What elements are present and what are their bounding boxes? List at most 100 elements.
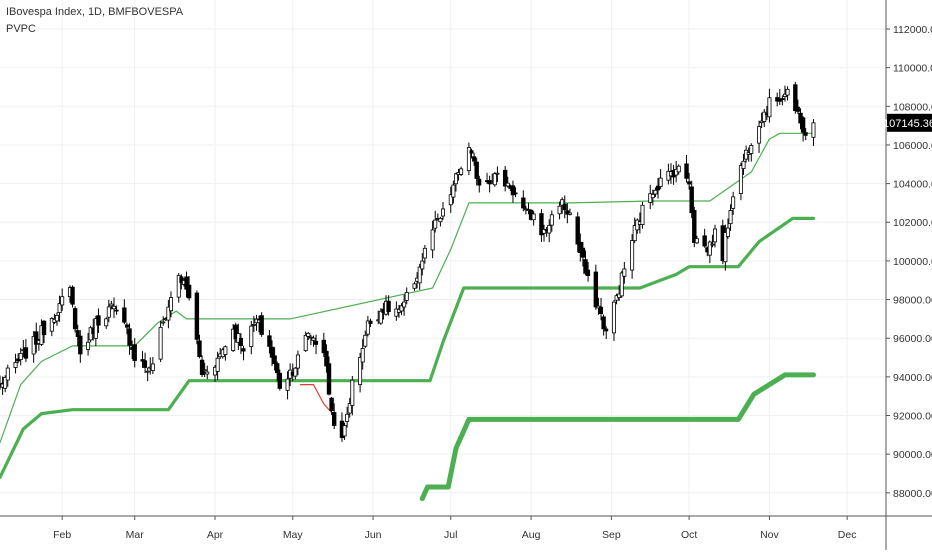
x-tick-label: Feb bbox=[53, 529, 71, 541]
candle-up bbox=[18, 352, 23, 361]
candle-up bbox=[622, 268, 627, 277]
candle-up bbox=[345, 413, 350, 422]
candle-up bbox=[285, 378, 290, 391]
candle-up bbox=[430, 229, 435, 251]
x-tick-label: Nov bbox=[760, 529, 779, 541]
x-tick-label: Jun bbox=[365, 529, 382, 541]
candle-up bbox=[640, 204, 645, 225]
y-tick-label: 106000.00 bbox=[893, 140, 932, 152]
candle-up bbox=[342, 425, 347, 437]
candle-up bbox=[635, 219, 640, 231]
grid-lines bbox=[0, 0, 886, 516]
candle-down bbox=[329, 397, 334, 411]
candle-up bbox=[630, 240, 635, 271]
candle-up bbox=[632, 225, 637, 242]
candle-up bbox=[723, 232, 728, 263]
candle-down bbox=[277, 372, 282, 389]
candle-up bbox=[205, 371, 210, 375]
candle-down bbox=[578, 241, 583, 254]
candle-up bbox=[767, 97, 772, 118]
x-tick-label: May bbox=[283, 529, 304, 541]
candle-up bbox=[710, 243, 715, 246]
candle-up bbox=[422, 247, 427, 259]
y-tick-label: 98000.00 bbox=[893, 295, 932, 307]
candle-up bbox=[757, 126, 762, 144]
candle-down bbox=[386, 300, 391, 312]
candle-up bbox=[433, 219, 438, 229]
candle-up bbox=[161, 321, 166, 324]
candle-up bbox=[365, 320, 370, 335]
candle-up bbox=[60, 296, 65, 306]
candle-down bbox=[593, 271, 599, 308]
x-tick-label: Apr bbox=[207, 529, 224, 541]
last-price-box bbox=[887, 113, 932, 132]
candle-down bbox=[72, 308, 78, 330]
candle-up bbox=[728, 210, 733, 225]
y-tick-label: 96000.00 bbox=[893, 333, 932, 345]
candle-down bbox=[132, 344, 137, 361]
candle-up bbox=[223, 346, 228, 355]
candle-up bbox=[560, 199, 565, 206]
candle-down bbox=[186, 284, 192, 299]
candle-down bbox=[565, 210, 570, 215]
candle-down bbox=[114, 309, 119, 312]
candle-up bbox=[295, 354, 300, 369]
chart-title: IBovespa Index, 1D, BMFBOVESPA bbox=[6, 6, 184, 18]
candle-down bbox=[259, 315, 264, 335]
candle-up bbox=[5, 367, 10, 381]
candle-down bbox=[684, 163, 689, 179]
candle-down bbox=[513, 192, 518, 195]
candle-up bbox=[438, 217, 443, 223]
x-tick-label: Oct bbox=[681, 529, 697, 541]
candle-down bbox=[143, 360, 148, 368]
candle-up bbox=[358, 357, 363, 385]
candle-down bbox=[269, 346, 275, 358]
candle-up bbox=[166, 306, 171, 321]
candle-down bbox=[477, 178, 482, 186]
candle-up bbox=[762, 111, 767, 122]
candle-down bbox=[199, 359, 205, 375]
candle-down bbox=[780, 98, 785, 100]
candle-up bbox=[738, 165, 743, 195]
candle-up bbox=[542, 229, 547, 234]
x-tick-label: Jul bbox=[444, 529, 457, 541]
candle-down bbox=[472, 156, 477, 162]
candle-down bbox=[575, 216, 580, 245]
candle-down bbox=[78, 335, 83, 355]
y-tick-label: 100000.00 bbox=[893, 256, 932, 268]
y-tick-label: 108000.00 bbox=[893, 101, 932, 113]
candle-down bbox=[41, 320, 47, 336]
y-tick-label: 88000.00 bbox=[893, 488, 932, 500]
candle-down bbox=[793, 84, 798, 112]
candle-up bbox=[725, 227, 730, 237]
candle-down bbox=[502, 169, 508, 187]
candle-down bbox=[689, 186, 694, 214]
candle-up bbox=[350, 379, 355, 406]
candle-down bbox=[687, 181, 692, 185]
candle-down bbox=[274, 363, 280, 374]
candle-up bbox=[658, 177, 663, 187]
candle-up bbox=[785, 88, 790, 96]
candle-down bbox=[326, 363, 332, 395]
candle-up bbox=[459, 168, 464, 175]
candle-up bbox=[549, 214, 554, 226]
candle-up bbox=[707, 241, 712, 256]
last-price-label: 107145.36 bbox=[883, 118, 932, 130]
candle-up bbox=[694, 238, 699, 244]
candle-up bbox=[104, 318, 109, 327]
pvpc-line-3 bbox=[419, 372, 816, 502]
x-tick-label: Sep bbox=[602, 529, 621, 541]
candle-down bbox=[777, 98, 782, 102]
x-tick-label: Aug bbox=[522, 529, 541, 541]
candle-up bbox=[531, 213, 536, 221]
candle-up bbox=[93, 318, 98, 339]
candle-down bbox=[368, 320, 373, 325]
candle-up bbox=[440, 208, 445, 217]
candle-down bbox=[521, 197, 526, 209]
x-tick-label: Mar bbox=[126, 529, 145, 541]
candle-up bbox=[311, 337, 316, 341]
candle-down bbox=[656, 185, 661, 191]
candle-up bbox=[547, 225, 552, 234]
candle-up bbox=[731, 196, 736, 209]
